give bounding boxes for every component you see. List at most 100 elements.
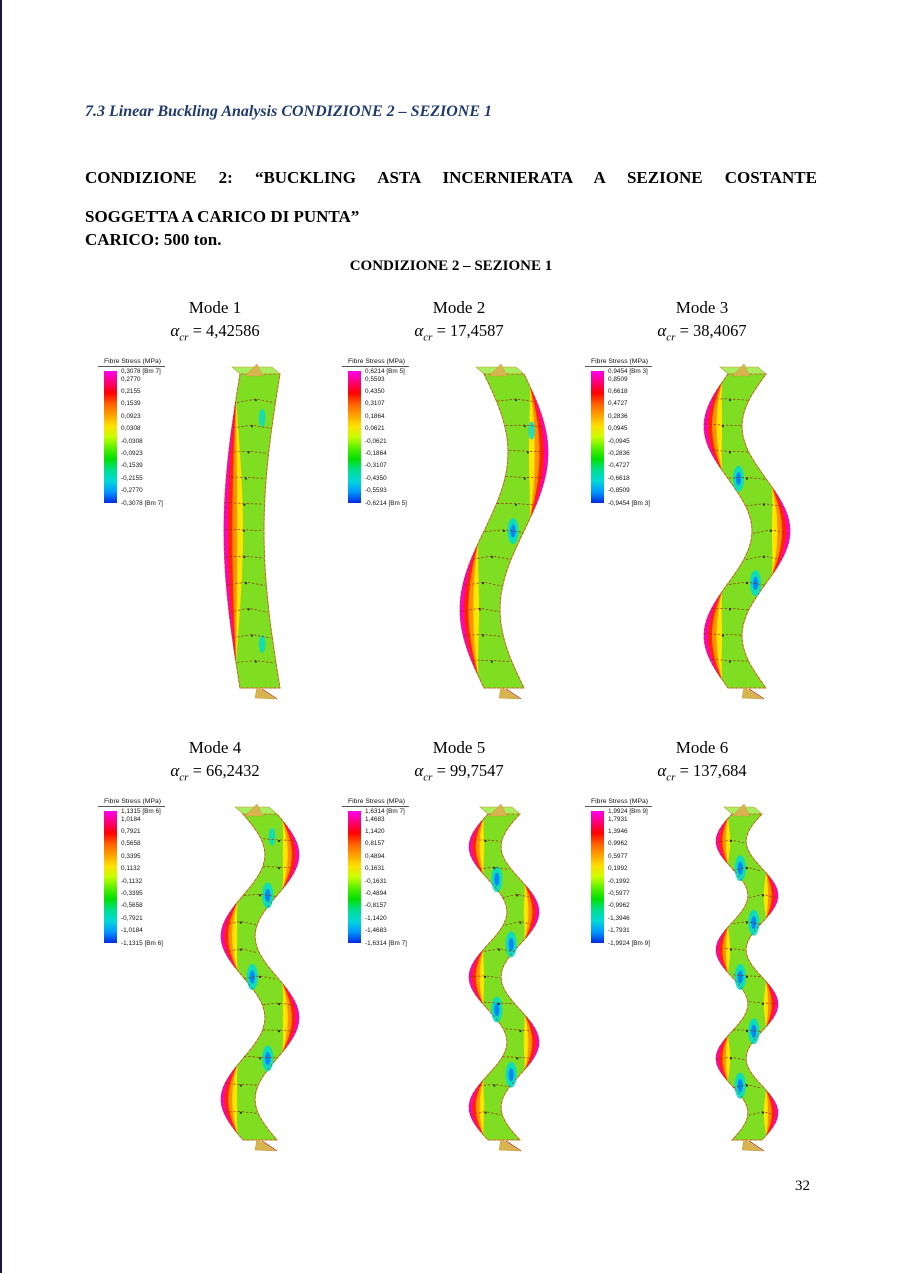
legend-label: 1,4683 [365, 815, 385, 823]
legend-label: 1,9924 [Bm 9] [608, 807, 648, 815]
legend-colorbar [348, 811, 361, 943]
alpha-cr-line: αcr = 38,4067 [577, 321, 817, 343]
legend-label: -0,5593 [365, 487, 387, 495]
alpha-value: 137,684 [693, 761, 747, 780]
mode-panel: Mode 5 αcr = 99,7547 Fibre Stress (MPa) … [334, 732, 574, 1152]
legend-label: 0,6214 [Bm 5] [365, 367, 405, 375]
legend-label: -0,4894 [365, 890, 387, 897]
alpha-value: 66,2432 [206, 761, 260, 780]
legend-title: Fibre Stress (MPa) [342, 798, 410, 807]
stress-legend: Fibre Stress (MPa) 1,6314 [Bm 7] 1,4683 1,… [342, 790, 460, 951]
legend-label: -0,6618 [608, 474, 630, 482]
legend-label: 0,1132 [121, 865, 141, 873]
alpha-symbol: α [414, 321, 424, 340]
beam-contour-plot [715, 803, 779, 1152]
legend-label: 0,1992 [608, 865, 628, 873]
beam-contour-plot [459, 363, 549, 700]
legend-label: 0,5593 [365, 375, 385, 383]
condition-statement-line1: CONDIZIONE 2: “BUCKLING ASTA INCERNIERAT… [85, 168, 817, 187]
legend-label: -0,0923 [121, 450, 143, 457]
legend-title: Fibre Stress (MPa) [98, 798, 166, 807]
stress-legend: Fibre Stress (MPa) 1,9924 [Bm 9] 1,7931 1,… [585, 790, 703, 951]
stress-legend: Fibre Stress (MPa) 0,9454 [Bm 3] 0,8509 0,… [585, 350, 703, 511]
legend-title: Fibre Stress (MPa) [342, 358, 410, 367]
mode-panel: Mode 4 αcr = 66,2432 Fibre Stress (MPa) … [90, 732, 330, 1152]
alpha-subscript: cr [179, 771, 189, 784]
equals-sign: = [192, 761, 202, 780]
equals-sign: = [679, 321, 689, 340]
legend-label: 0,8509 [608, 375, 628, 383]
alpha-subscript: cr [179, 331, 189, 344]
legend-label: 0,9454 [Bm 3] [608, 367, 648, 375]
legend-label: -0,1539 [121, 462, 143, 470]
alpha-cr-line: αcr = 137,684 [577, 761, 817, 783]
mode-title: Mode 6 [675, 738, 729, 757]
stress-legend: Fibre Stress (MPa) 0,6214 [Bm 5] 0,5593 0,… [342, 350, 460, 511]
legend-label: -0,3395 [121, 890, 143, 897]
legend-label: -0,7921 [121, 914, 143, 922]
mode-panel: Mode 6 αcr = 137,684 Fibre Stress (MPa) … [577, 732, 817, 1152]
page-left-edge [0, 0, 2, 1273]
section-heading: 7.3 Linear Buckling Analysis CONDIZIONE … [85, 103, 493, 120]
alpha-cr-line: αcr = 99,7547 [334, 761, 574, 783]
legend-label: -0,9962 [608, 902, 630, 910]
legend-labels: 0,9454 [Bm 3] 0,8509 0,6618 0,4727 0,2836 0,0… [608, 367, 682, 511]
alpha-value: 17,4587 [450, 321, 504, 340]
legend-label: -0,9454 [Bm 3] [608, 499, 650, 507]
legend-label: 0,3395 [121, 852, 141, 860]
alpha-value: 4,42586 [206, 321, 260, 340]
equals-sign: = [436, 761, 446, 780]
legend-label: -0,8509 [608, 487, 630, 495]
legend-title: Fibre Stress (MPa) [585, 798, 653, 807]
legend-label: -0,5658 [121, 902, 143, 910]
equals-sign: = [436, 321, 446, 340]
legend-label: 0,1631 [365, 865, 385, 873]
stress-legend: Fibre Stress (MPa) 0,3078 [Bm 7] 0,2770 0,… [98, 350, 216, 511]
legend-label: -0,1864 [365, 450, 387, 457]
legend-label: -1,6314 [Bm 7] [365, 939, 407, 947]
mode-figure: Fibre Stress (MPa) 0,6214 [Bm 5] 0,5593 0,… [334, 344, 596, 736]
mode-panel: Mode 2 αcr = 17,4587 Fibre Stress (MPa) … [334, 292, 574, 700]
legend-label: 0,6618 [608, 388, 628, 395]
legend-label: 1,3946 [608, 828, 628, 835]
legend-label: -0,4350 [365, 474, 387, 482]
beam-contour-plot [223, 363, 281, 700]
equals-sign: = [192, 321, 202, 340]
legend-label: 0,0923 [121, 412, 141, 420]
legend-label: -1,7931 [608, 927, 630, 935]
legend-label: 0,7921 [121, 828, 141, 835]
legend-labels: 1,9924 [Bm 9] 1,7931 1,3946 0,9962 0,5977 0,1… [608, 807, 682, 951]
legend-label: -0,1132 [121, 877, 143, 885]
legend-label: -1,9924 [Bm 9] [608, 939, 650, 947]
mode-title: Mode 4 [188, 738, 242, 757]
alpha-subscript: cr [423, 771, 433, 784]
alpha-subscript: cr [666, 771, 676, 784]
legend-labels: 0,3078 [Bm 7] 0,2770 0,2155 0,1539 0,0923 0,0… [121, 368, 195, 511]
legend-colorbar [591, 811, 604, 943]
legend-label: 1,1315 [Bm 6] [121, 807, 161, 815]
legend-label: 1,0184 [121, 815, 141, 823]
legend-label: -1,0184 [121, 927, 143, 935]
legend-label: -0,2155 [121, 474, 143, 482]
alpha-cr-line: αcr = 17,4587 [334, 321, 574, 343]
legend-label: -0,0945 [608, 437, 630, 445]
legend-label: -0,3107 [365, 462, 387, 470]
mode-panel: Mode 1 αcr = 4,42586 Fibre Stress (MPa) … [90, 292, 330, 700]
legend-label: -0,6214 [Bm 5] [365, 499, 407, 507]
mode-figure: Fibre Stress (MPa) 0,3078 [Bm 7] 0,2770 0,… [90, 344, 352, 736]
legend-label: 0,0945 [608, 425, 628, 433]
legend-label: 0,2770 [121, 375, 141, 383]
alpha-subscript: cr [666, 331, 676, 344]
mode-figure: Fibre Stress (MPa) 1,6314 [Bm 7] 1,4683 1,… [334, 784, 596, 1176]
legend-label: 0,4727 [608, 400, 628, 408]
legend-label: 1,6314 [Bm 7] [365, 807, 405, 815]
alpha-cr-line: αcr = 4,42586 [90, 321, 330, 343]
equals-sign: = [679, 761, 689, 780]
legend-label: 0,9962 [608, 840, 628, 848]
mode-title: Mode 5 [432, 738, 486, 757]
legend-label: -0,3078 [Bm 7] [121, 499, 163, 507]
legend-labels: 1,6314 [Bm 7] 1,4683 1,1420 0,8157 0,4894 0,1… [365, 807, 439, 951]
legend-labels: 1,1315 [Bm 6] 1,0184 0,7921 0,5658 0,3395 0,1… [121, 807, 195, 951]
legend-label: 0,1864 [365, 412, 385, 420]
